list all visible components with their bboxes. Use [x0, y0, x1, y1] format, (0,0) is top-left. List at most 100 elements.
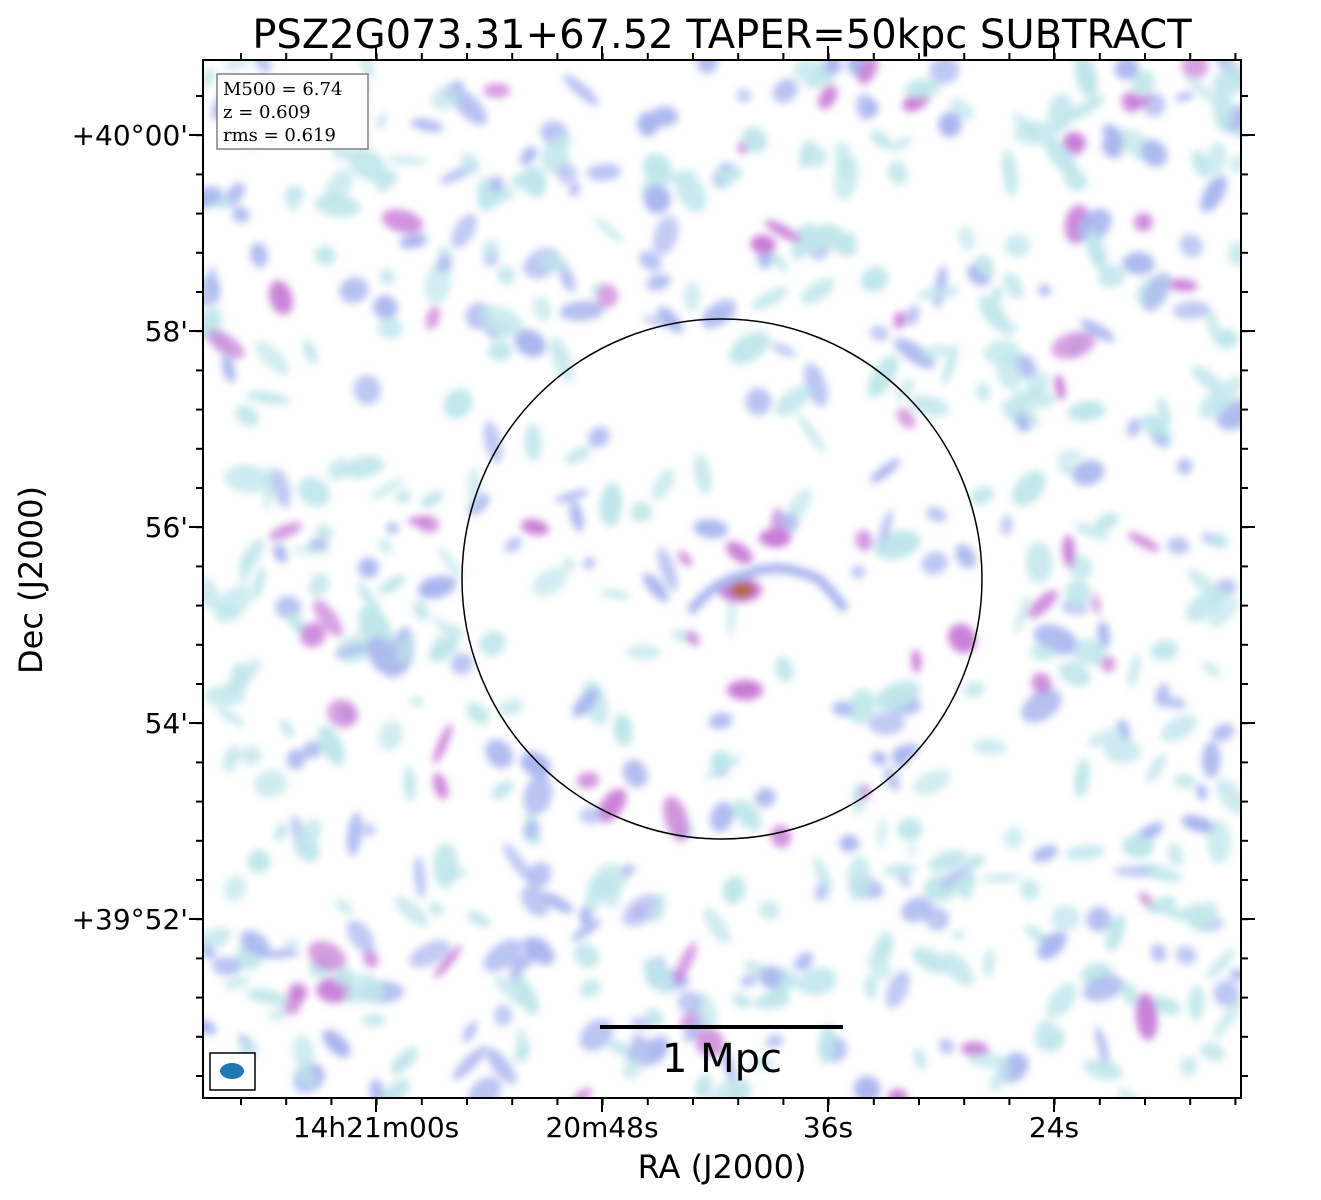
- noise-blob: [1147, 896, 1176, 915]
- noise-blob: [913, 769, 952, 796]
- noise-blob: [483, 420, 503, 464]
- noise-blob: [394, 895, 429, 927]
- noise-blob: [1175, 945, 1197, 965]
- noise-blob: [1072, 459, 1105, 486]
- noise-blob: [630, 501, 653, 523]
- noise-blob: [468, 493, 490, 516]
- noise-blob: [263, 464, 274, 510]
- noise-blob: [860, 266, 889, 293]
- noise-blob: [764, 219, 802, 243]
- noise-blob: [1105, 914, 1126, 952]
- noise-blob: [887, 161, 908, 185]
- noise-blob: [1012, 470, 1046, 507]
- noise-blob: [1128, 653, 1141, 688]
- noise-blob: [307, 940, 347, 972]
- noise-blob: [370, 477, 404, 500]
- noise-blob: [758, 900, 780, 921]
- noise-blob: [367, 636, 403, 678]
- noise-blob: [696, 60, 718, 74]
- noise-blob: [961, 1041, 989, 1057]
- noise-blob: [750, 1056, 775, 1071]
- noise-blob: [883, 864, 917, 876]
- noise-blob: [1149, 995, 1182, 1016]
- noise-blob: [1074, 758, 1090, 798]
- noise-blob: [1173, 773, 1196, 789]
- noise-blob: [434, 868, 468, 881]
- noise-blob: [705, 755, 742, 779]
- noise-blob: [583, 557, 595, 570]
- noise-blob: [1211, 375, 1241, 415]
- noise-blob: [314, 245, 336, 266]
- noise-blob: [420, 491, 444, 508]
- noise-blob: [1196, 783, 1207, 801]
- noise-blob: [911, 649, 922, 674]
- noise-blob: [1210, 532, 1228, 549]
- noise-blob: [240, 538, 265, 573]
- noise-blob: [292, 546, 331, 555]
- central-source: [686, 529, 850, 700]
- noise-blob: [273, 543, 288, 564]
- noise-blob: [564, 446, 592, 465]
- noise-blob: [520, 519, 550, 536]
- noise-blob: [436, 255, 453, 273]
- x-axis-label: RA (J2000): [638, 1148, 807, 1186]
- noise-blob: [203, 1018, 217, 1035]
- noise-blob: [643, 184, 671, 214]
- noise-blob: [683, 1019, 704, 1043]
- noise-blob: [274, 823, 287, 842]
- noise-blob: [1077, 208, 1112, 243]
- noise-blob: [378, 575, 406, 595]
- noise-blob: [303, 339, 318, 364]
- noise-blob: [428, 902, 444, 916]
- noise-blob: [778, 513, 799, 535]
- noise-blob: [708, 712, 733, 730]
- noise-blob: [1003, 272, 1024, 299]
- noise-blob: [410, 118, 444, 133]
- noise-blob: [353, 374, 382, 405]
- noise-blob: [503, 843, 532, 882]
- noise-blob: [1212, 67, 1241, 95]
- noise-blob: [483, 323, 498, 340]
- noise-blob: [832, 701, 854, 717]
- noise-blob: [361, 1013, 386, 1027]
- noise-blob: [223, 745, 240, 773]
- noise-blob: [1191, 150, 1211, 179]
- x-tick-label: 20m48s: [545, 1111, 658, 1144]
- noise-blob: [594, 217, 624, 243]
- noise-blob: [1227, 241, 1241, 266]
- noise-blob: [622, 894, 662, 927]
- noise-blob: [576, 772, 600, 789]
- noise-blob: [813, 857, 833, 893]
- noise-blob: [1058, 464, 1077, 474]
- noise-blob: [952, 879, 972, 900]
- noise-blob: [722, 876, 746, 905]
- noise-blob: [346, 920, 375, 953]
- noise-blob: [1122, 834, 1155, 859]
- noise-blob: [1067, 400, 1106, 422]
- noise-blob: [921, 551, 948, 575]
- noise-blob: [685, 630, 700, 646]
- noise-blob: [1150, 943, 1167, 962]
- noise-blob: [716, 168, 734, 185]
- noise-blob: [504, 536, 522, 553]
- noise-blob: [925, 507, 947, 522]
- noise-blob: [358, 557, 379, 579]
- noise-blob: [1179, 1056, 1198, 1076]
- noise-blob: [708, 1075, 746, 1098]
- noise-blob: [869, 325, 890, 341]
- noise-blob: [579, 807, 603, 824]
- noise-blob: [376, 170, 398, 192]
- noise-blob: [203, 945, 216, 960]
- noise-blob: [740, 974, 757, 988]
- noise-blob: [1209, 598, 1240, 628]
- noise-blob: [913, 1048, 927, 1070]
- noise-blob: [390, 1047, 418, 1075]
- x-tick-label: 24s: [1029, 1111, 1079, 1144]
- noise-blob: [523, 775, 553, 816]
- noise-blob: [514, 329, 546, 358]
- y-axis-label: Dec (J2000): [12, 486, 50, 674]
- noise-blob: [870, 130, 893, 150]
- noise-blob: [1203, 304, 1224, 349]
- noise-blob: [1168, 278, 1198, 292]
- noise-blob: [677, 990, 702, 1015]
